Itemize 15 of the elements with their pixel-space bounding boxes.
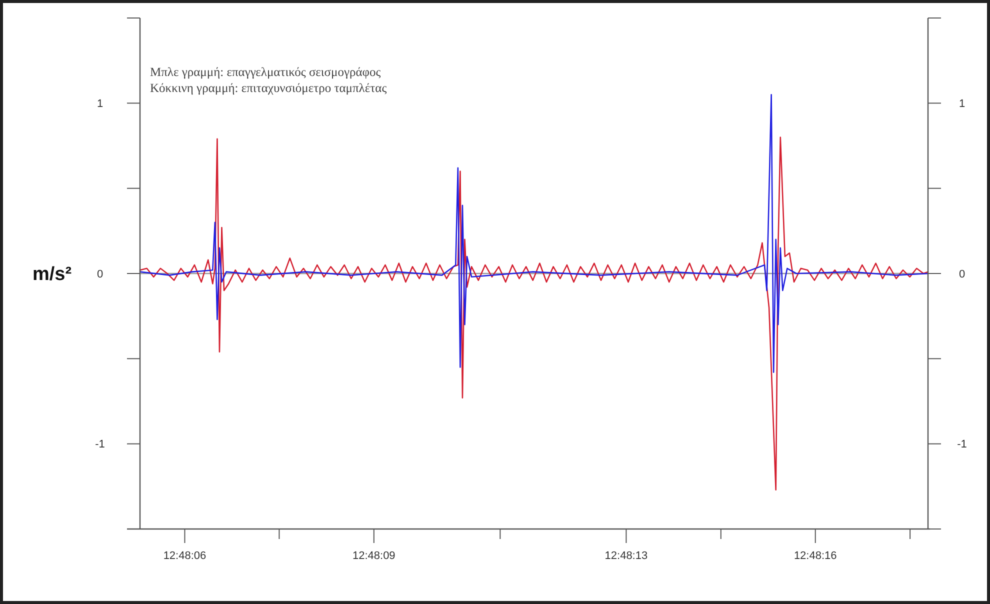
- x-tick-label: 12:48:09: [352, 550, 396, 562]
- line-series: [139, 136, 929, 490]
- y-axis-title: m/s²: [32, 264, 72, 286]
- annotation: Μπλε γραμμή: επαγγελματικός σεισμογράφος: [150, 65, 381, 79]
- annotation: Κόκκινη γραμμή: επιταχυνσιόμετρο ταμπλέτας: [150, 81, 387, 95]
- y-tick-label: 0: [96, 268, 104, 280]
- y2-tick-label: 1: [958, 98, 966, 110]
- y-tick-label: 1: [96, 98, 104, 110]
- x-tick-label: 12:48:13: [604, 550, 648, 562]
- y2-tick-label: -1: [957, 438, 967, 451]
- x-tick-label: 12:48:16: [794, 550, 837, 562]
- y2-tick-label: 0: [958, 268, 966, 280]
- line-series: [139, 94, 929, 373]
- x-tick-label: 12:48:06: [163, 550, 206, 562]
- y-tick-label: -1: [95, 438, 105, 451]
